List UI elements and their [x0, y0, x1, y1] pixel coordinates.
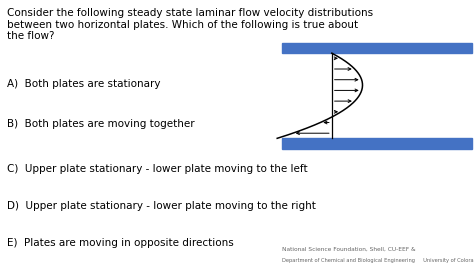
Text: E)  Plates are moving in opposite directions: E) Plates are moving in opposite directi…: [7, 238, 234, 248]
Text: Consider the following steady state laminar flow velocity distributions
between : Consider the following steady state lami…: [7, 8, 373, 41]
Text: B)  Both plates are moving together: B) Both plates are moving together: [7, 119, 195, 129]
Bar: [282, 138, 472, 149]
Text: A)  Both plates are stationary: A) Both plates are stationary: [7, 79, 161, 89]
Text: C)  Upper plate stationary - lower plate moving to the left: C) Upper plate stationary - lower plate …: [7, 164, 308, 174]
Bar: [282, 43, 472, 53]
Text: Department of Chemical and Biological Engineering     University of Colorado Bou: Department of Chemical and Biological En…: [282, 258, 474, 263]
Text: National Science Foundation, Shell, CU-EEF &: National Science Foundation, Shell, CU-E…: [282, 246, 416, 251]
Text: D)  Upper plate stationary - lower plate moving to the right: D) Upper plate stationary - lower plate …: [7, 201, 316, 211]
